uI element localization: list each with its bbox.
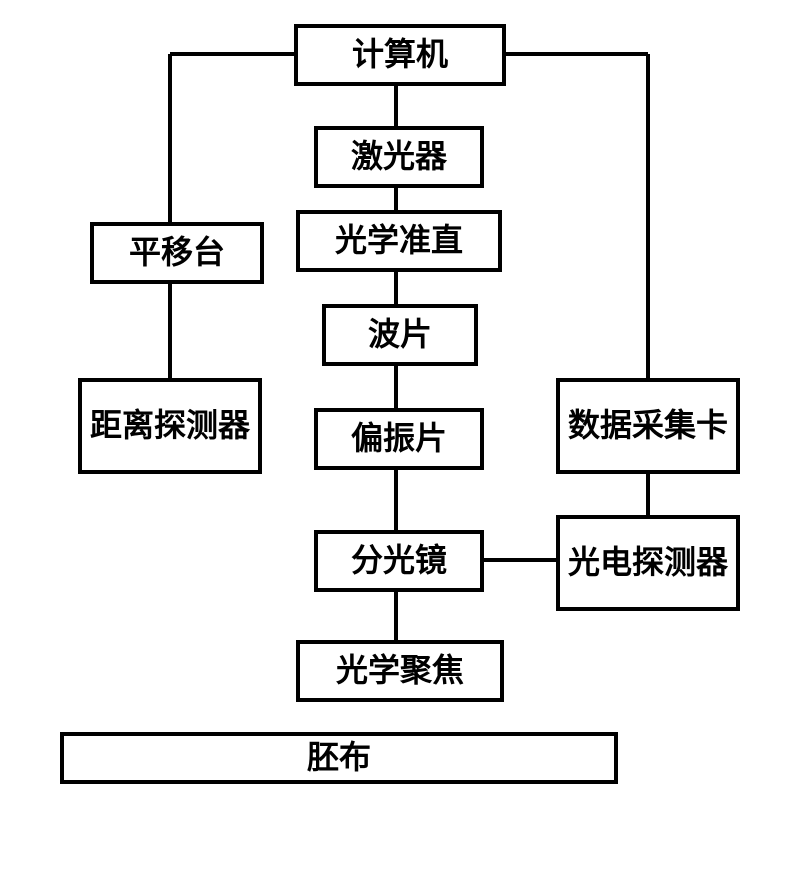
node-photodetector: 光电探测器 [556,515,740,611]
node-greige: 胚布 [60,732,618,784]
edge-collimation-waveplate [394,272,398,304]
edge-daq-photodetector [646,474,650,515]
edge-computer-laser [394,86,398,126]
edge-translation-distance_det [168,284,172,378]
edge-beamsplitter-focus [394,592,398,640]
edge-laser-collimation [394,188,398,210]
node-daq: 数据采集卡 [556,378,740,474]
edge-computer-translation-seg1 [168,54,172,222]
node-computer: 计算机 [294,24,506,86]
edge-computer-daq-seg0 [506,52,648,56]
node-polarizer: 偏振片 [314,408,484,470]
node-beamsplitter: 分光镜 [314,530,484,592]
node-translation: 平移台 [90,222,264,284]
node-collimation: 光学准直 [296,210,502,272]
edge-beamsplitter-photodetector [484,558,556,562]
node-distance_det: 距离探测器 [78,378,262,474]
edge-computer-daq-seg1 [646,54,650,378]
node-laser: 激光器 [314,126,484,188]
node-focus: 光学聚焦 [296,640,504,702]
edge-polarizer-beamsplitter [394,470,398,530]
node-waveplate: 波片 [322,304,478,366]
edge-waveplate-polarizer [394,366,398,408]
edge-computer-translation-seg0 [170,52,294,56]
